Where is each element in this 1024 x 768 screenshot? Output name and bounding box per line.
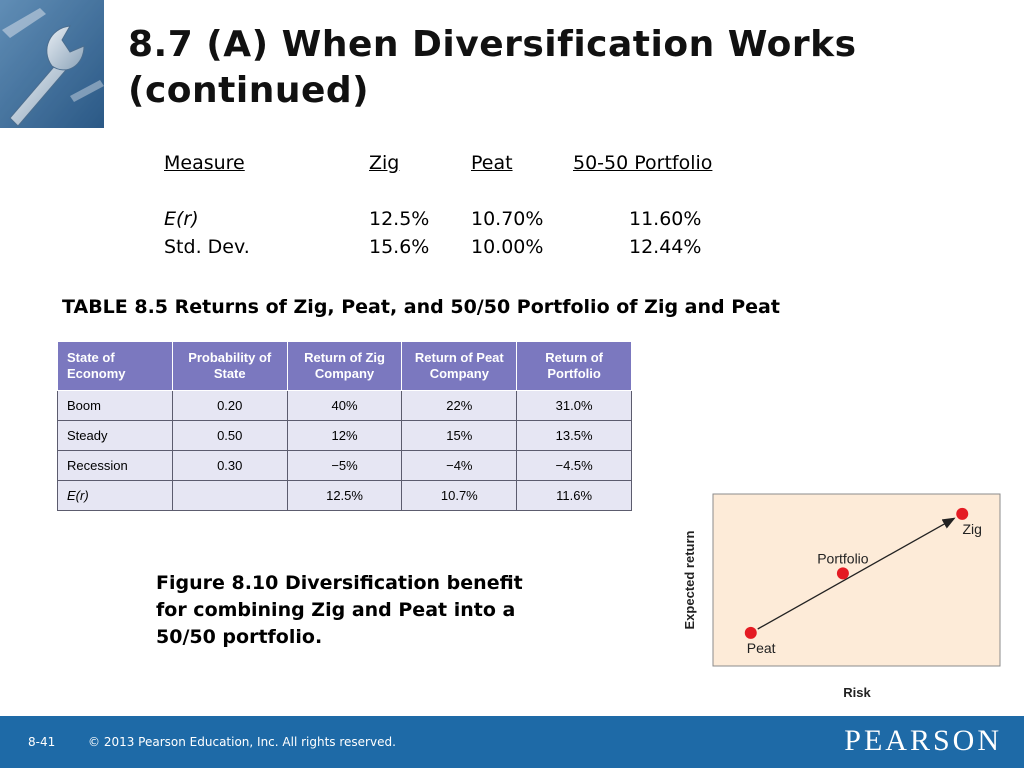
point-label-zig: Zig xyxy=(963,521,982,537)
table-cell: −4.5% xyxy=(516,450,632,481)
figure-caption-line: 50/50 portfolio. xyxy=(156,626,323,648)
table-cell: 15% xyxy=(401,420,518,451)
table-cell: 0.30 xyxy=(171,450,288,481)
table-cell: E(r) xyxy=(57,480,173,511)
header-return-portfolio: Return of Portfolio xyxy=(516,341,632,391)
footer-bar: 8-41 © 2013 Pearson Education, Inc. All … xyxy=(0,716,1024,768)
table-cell: 22% xyxy=(401,390,518,421)
table-cell: 12.5% xyxy=(286,480,403,511)
point-label-peat: Peat xyxy=(747,640,776,656)
table-cell: Recession xyxy=(57,450,173,481)
point-portfolio xyxy=(836,567,849,580)
zig-header: Zig xyxy=(369,152,400,174)
portfolio-header: 50-50 Portfolio xyxy=(573,152,713,174)
table-cell: −5% xyxy=(286,450,403,481)
table-cell: −4% xyxy=(401,450,518,481)
table-cell: 31.0% xyxy=(516,390,632,421)
er-portfolio: 11.60% xyxy=(629,208,702,230)
x-axis-label: Risk xyxy=(843,685,871,700)
y-axis-label: Expected return xyxy=(682,530,697,629)
table-row: Boom 0.20 40% 22% 31.0% xyxy=(57,390,632,421)
table-cell: 0.50 xyxy=(171,420,288,451)
header-state-of-economy: State of Economy xyxy=(57,341,173,391)
point-zig xyxy=(956,507,969,520)
chart-svg: Peat Portfolio Zig Expected return Risk xyxy=(682,493,1001,700)
sd-zig: 15.6% xyxy=(369,236,430,258)
wrench-logo-image xyxy=(0,0,104,128)
header-return-peat: Return of Peat Company xyxy=(401,341,518,391)
table-header-row: State of Economy Probability of State Retu… xyxy=(57,341,632,391)
point-label-portfolio: Portfolio xyxy=(817,550,869,566)
sd-label: Std. Dev. xyxy=(164,236,250,258)
sd-peat: 10.00% xyxy=(471,236,544,258)
point-peat xyxy=(744,626,757,639)
pearson-logo: PEARSON xyxy=(844,724,1002,757)
slide-title: 8.7 (A) When Diversification Works (cont… xyxy=(128,24,857,111)
table-row: E(r) 12.5% 10.7% 11.6% xyxy=(57,480,632,511)
er-peat: 10.70% xyxy=(471,208,544,230)
table-cell xyxy=(171,480,288,511)
table-cell: Steady xyxy=(57,420,173,451)
er-zig: 12.5% xyxy=(369,208,430,230)
table-row: Steady 0.50 12% 15% 13.5% xyxy=(57,420,632,451)
table-cell: 10.7% xyxy=(401,480,518,511)
copyright-text: © 2013 Pearson Education, Inc. All right… xyxy=(88,735,396,749)
table-cell: 0.20 xyxy=(171,390,288,421)
returns-table: State of Economy Probability of State Retu… xyxy=(57,341,632,511)
diversification-chart: Peat Portfolio Zig Expected return Risk xyxy=(680,490,1010,705)
table-cell: 40% xyxy=(286,390,403,421)
header-probability: Probability of State xyxy=(171,341,288,391)
er-label: E(r) xyxy=(164,208,199,230)
table-cell: 11.6% xyxy=(516,480,632,511)
header-return-zig: Return of Zig Company xyxy=(286,341,403,391)
figure-caption-line: for combining Zig and Peat into a xyxy=(156,599,516,621)
table-caption: TABLE 8.5 Returns of Zig, Peat, and 50/5… xyxy=(62,296,780,318)
peat-header: Peat xyxy=(471,152,513,174)
figure-caption-line: Figure 8.10 Diversification benefit xyxy=(156,572,523,594)
table-cell: Boom xyxy=(57,390,173,421)
table-row: Recession 0.30 −5% −4% −4.5% xyxy=(57,450,632,481)
sd-portfolio: 12.44% xyxy=(629,236,702,258)
table-cell: 12% xyxy=(286,420,403,451)
page-number: 8-41 xyxy=(28,735,56,749)
arrow-peat-to-zig xyxy=(757,517,956,630)
figure-caption: Figure 8.10 Diversification benefit for … xyxy=(156,570,626,651)
measure-header: Measure xyxy=(164,152,245,174)
table-cell: 13.5% xyxy=(516,420,632,451)
